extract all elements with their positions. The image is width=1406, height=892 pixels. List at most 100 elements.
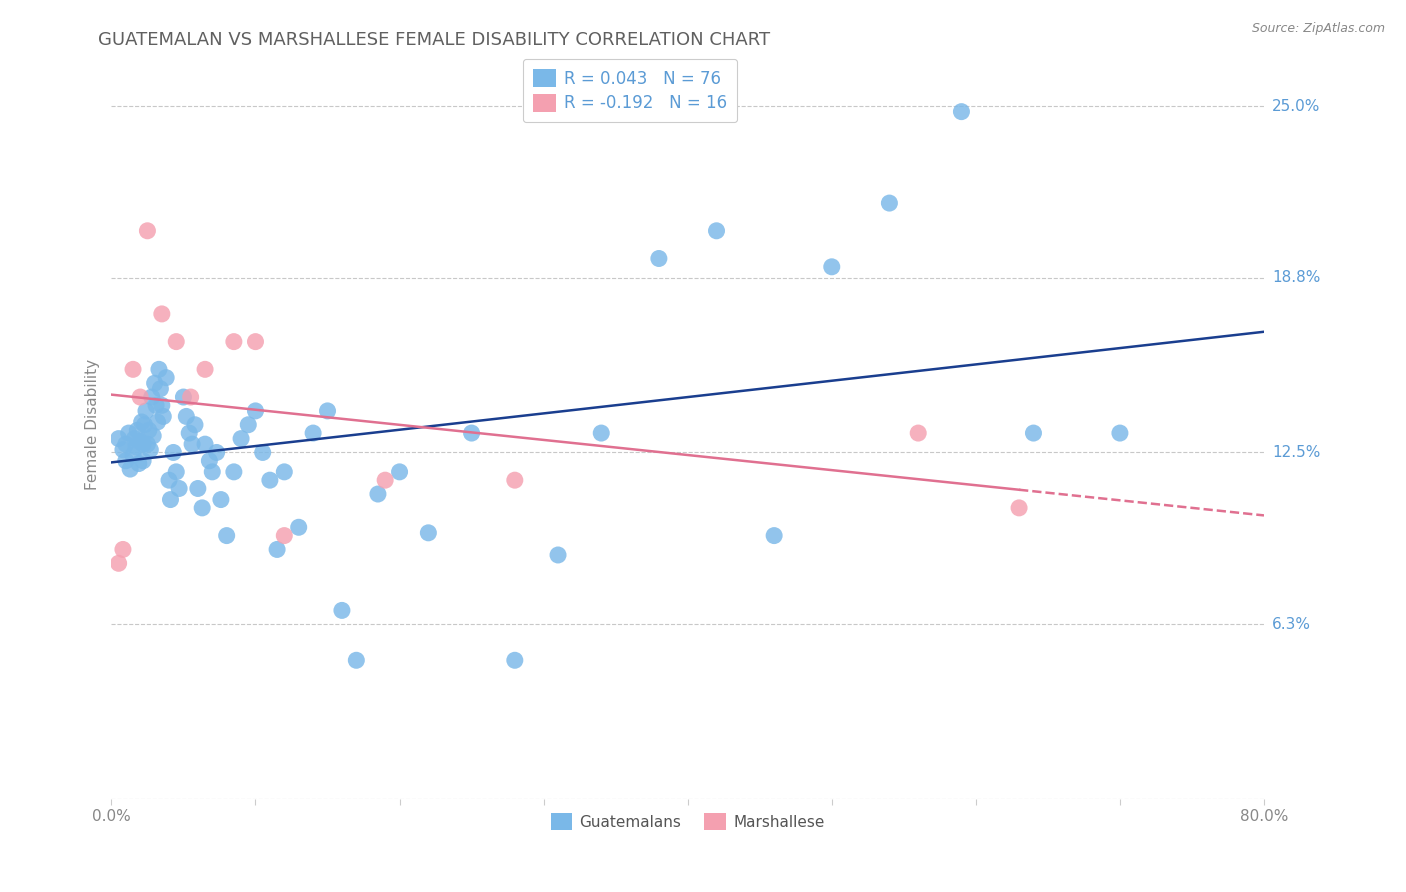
Point (136, 437, 159, 451)
Point (136, 224, 159, 238)
Point (155, 370, 177, 384)
Point (145, 398, 167, 412)
Point (273, 528, 295, 542)
Text: 12.5%: 12.5% (1272, 445, 1320, 460)
Point (273, 465, 295, 479)
Point (135, 404, 157, 418)
Point (107, 432, 129, 446)
Point (194, 437, 217, 451)
Point (591, 426, 613, 441)
Point (184, 417, 207, 432)
Point (388, 465, 411, 479)
Point (648, 252, 671, 266)
Point (344, 653, 367, 667)
Point (139, 442, 162, 457)
Point (194, 362, 217, 376)
Point (215, 528, 238, 542)
Point (245, 334, 267, 349)
Text: GUATEMALAN VS MARSHALLESE FEMALE DISABILITY CORRELATION CHART: GUATEMALAN VS MARSHALLESE FEMALE DISABIL… (98, 31, 770, 49)
Point (127, 423, 149, 437)
Point (165, 465, 187, 479)
Legend: Guatemalans, Marshallese: Guatemalans, Marshallese (544, 807, 831, 836)
Point (159, 492, 181, 507)
Point (176, 409, 198, 424)
Point (503, 473, 526, 487)
Point (367, 487, 389, 501)
Point (132, 437, 155, 451)
Point (302, 426, 325, 441)
Point (191, 500, 214, 515)
Point (950, 104, 973, 119)
Text: Source: ZipAtlas.com: Source: ZipAtlas.com (1251, 22, 1385, 36)
Y-axis label: Female Disability: Female Disability (86, 359, 100, 491)
Point (1022, 426, 1045, 441)
Point (138, 423, 160, 437)
Point (763, 528, 786, 542)
Point (1109, 426, 1132, 441)
Point (134, 417, 156, 432)
Point (1008, 500, 1031, 515)
Point (252, 445, 274, 459)
Point (114, 437, 136, 451)
Point (146, 415, 169, 429)
Point (152, 409, 174, 424)
Point (879, 196, 901, 211)
Point (209, 492, 232, 507)
Point (122, 362, 145, 376)
Point (503, 653, 526, 667)
Point (114, 454, 136, 468)
Point (187, 482, 209, 496)
Point (181, 437, 204, 451)
Point (132, 454, 155, 468)
Point (259, 473, 281, 487)
Point (111, 542, 134, 557)
Point (180, 390, 202, 404)
Point (149, 382, 172, 396)
Point (222, 465, 245, 479)
Text: 18.8%: 18.8% (1272, 270, 1320, 285)
Point (124, 432, 146, 446)
Point (330, 603, 353, 617)
Point (125, 440, 148, 454)
Point (143, 376, 166, 391)
Point (222, 334, 245, 349)
Point (165, 334, 187, 349)
Point (122, 448, 145, 462)
Point (266, 542, 288, 557)
Text: 6.3%: 6.3% (1272, 616, 1312, 632)
Point (120, 462, 142, 476)
Point (205, 445, 228, 459)
Point (907, 426, 929, 441)
Point (316, 404, 339, 418)
Point (150, 307, 173, 321)
Point (821, 260, 844, 274)
Point (201, 465, 224, 479)
Text: 25.0%: 25.0% (1272, 99, 1320, 113)
Point (172, 390, 194, 404)
Point (287, 520, 309, 534)
Point (167, 482, 190, 496)
Point (157, 473, 180, 487)
Point (148, 362, 170, 376)
Point (129, 434, 152, 449)
Point (179, 426, 201, 441)
Point (374, 473, 396, 487)
Point (229, 432, 252, 446)
Point (460, 426, 482, 441)
Point (547, 548, 569, 562)
Point (706, 224, 728, 238)
Point (162, 445, 184, 459)
Point (128, 457, 150, 471)
Point (107, 557, 129, 571)
Point (142, 429, 165, 443)
Point (238, 417, 260, 432)
Point (141, 390, 163, 404)
Point (118, 426, 141, 441)
Point (129, 390, 152, 404)
Point (131, 415, 153, 429)
Point (245, 404, 267, 418)
Point (150, 398, 173, 412)
Point (111, 442, 134, 457)
Point (198, 454, 221, 468)
Point (418, 525, 440, 540)
